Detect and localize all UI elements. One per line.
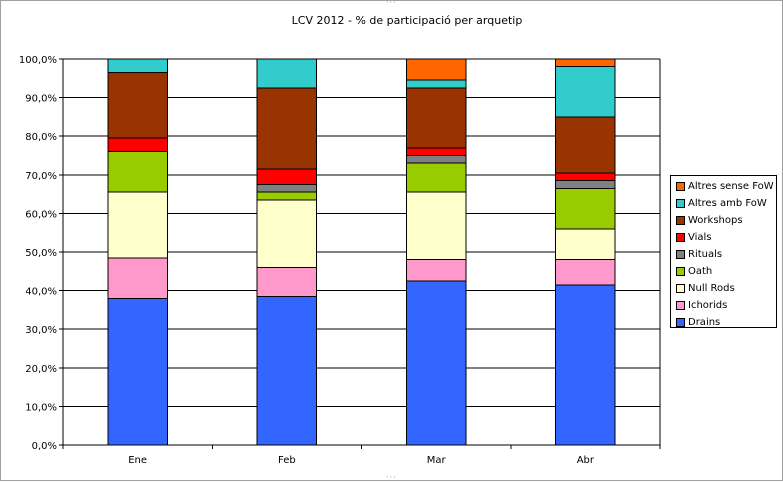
y-tick-label: 60,0% bbox=[25, 209, 57, 220]
legend-swatch bbox=[676, 284, 685, 293]
x-tick-label: Abr bbox=[577, 455, 595, 466]
bar-segment-rituals bbox=[256, 183, 318, 193]
bar-segment-vials bbox=[256, 168, 318, 185]
legend-label: Rituals bbox=[688, 249, 723, 260]
bar-segment-rituals bbox=[405, 155, 467, 164]
y-tick-label: 100,0% bbox=[19, 55, 57, 66]
legend-swatch bbox=[676, 233, 685, 242]
bar-segment-workshops bbox=[256, 87, 318, 170]
legend-label: Altres amb FoW bbox=[688, 198, 767, 209]
legend-item: Rituals bbox=[676, 246, 776, 263]
legend-label: Vials bbox=[688, 232, 712, 243]
bar-segment-null-rods bbox=[256, 199, 318, 268]
bar-segment-vials bbox=[405, 147, 467, 156]
y-tick-label: 80,0% bbox=[25, 132, 57, 143]
bar-segment-altres-amb-fow bbox=[405, 79, 467, 89]
bar-segment-drains bbox=[107, 297, 168, 446]
legend-swatch bbox=[676, 301, 685, 310]
y-tick-label: 0,0% bbox=[32, 441, 57, 452]
bar-segment-ichorids bbox=[405, 259, 467, 282]
bar-segment-drains bbox=[256, 295, 318, 446]
resize-handle-top[interactable]: ··· bbox=[386, 0, 397, 7]
bar-segment-vials bbox=[107, 137, 168, 153]
legend-swatch bbox=[676, 182, 685, 191]
bar-segment-altres-amb-fow bbox=[555, 66, 616, 118]
x-tick-label: Mar bbox=[427, 455, 447, 466]
bar-segment-oath bbox=[555, 187, 616, 230]
legend-swatch bbox=[676, 318, 685, 327]
bar-segment-null-rods bbox=[107, 191, 168, 259]
bar-segment-rituals bbox=[555, 180, 616, 189]
chart-title: LCV 2012 - % de participació per arqueti… bbox=[292, 14, 523, 27]
bar-segment-ichorids bbox=[555, 259, 616, 286]
legend-item: Drains bbox=[676, 314, 776, 331]
bar-segment-altres-amb-fow bbox=[256, 58, 318, 89]
bar-segment-workshops bbox=[107, 72, 168, 139]
bar-segment-altres-sense-fow bbox=[555, 58, 616, 68]
bar-segment-oath bbox=[405, 162, 467, 193]
bar-segment-ichorids bbox=[256, 266, 318, 297]
x-tick-label: Ene bbox=[128, 455, 147, 466]
legend-item: Altres amb FoW bbox=[676, 195, 776, 212]
y-tick-label: 90,0% bbox=[25, 94, 57, 105]
legend-label: Altres sense FoW bbox=[688, 181, 774, 192]
legend: Altres sense FoW Altres amb FoW Workshops V… bbox=[670, 175, 777, 328]
legend-item: Workshops bbox=[676, 212, 776, 229]
legend-label: Drains bbox=[688, 317, 721, 328]
bar-segment-workshops bbox=[555, 116, 616, 174]
legend-item: Vials bbox=[676, 229, 776, 246]
legend-swatch bbox=[676, 250, 685, 259]
bar-segment-altres-amb-fow bbox=[107, 58, 168, 74]
legend-item: Ichorids bbox=[676, 297, 776, 314]
bar-segment-drains bbox=[405, 280, 467, 446]
y-tick-label: 70,0% bbox=[25, 171, 57, 182]
x-tick-label: Feb bbox=[278, 455, 296, 466]
legend-item: Oath bbox=[676, 263, 776, 280]
bar-segment-drains bbox=[555, 284, 616, 446]
axes: 0,0% 10,0% 20,0% 30,0% 40,0% 50,0% 60,0% 70,0% 8… bbox=[19, 55, 661, 466]
y-tick-label: 50,0% bbox=[25, 248, 57, 259]
legend-label: Null Rods bbox=[688, 283, 735, 294]
bar-segment-null-rods bbox=[555, 228, 616, 261]
legend-label: Workshops bbox=[688, 215, 743, 226]
bar-segment-vials bbox=[555, 172, 616, 182]
bar-segment-workshops bbox=[405, 87, 467, 149]
bar-segment-oath bbox=[107, 151, 168, 193]
y-tick-label: 40,0% bbox=[25, 287, 57, 298]
legend-swatch bbox=[676, 216, 685, 225]
legend-item: Altres sense FoW bbox=[676, 178, 776, 195]
y-tick-label: 10,0% bbox=[25, 402, 57, 413]
legend-item: Null Rods bbox=[676, 280, 776, 297]
bar-segment-null-rods bbox=[405, 191, 467, 261]
bar-segment-oath bbox=[256, 191, 318, 201]
y-tick-label: 20,0% bbox=[25, 364, 57, 375]
resize-handle-bottom[interactable]: ··· bbox=[386, 473, 397, 482]
legend-swatch bbox=[676, 267, 685, 276]
bars bbox=[107, 58, 616, 446]
y-tick-label: 30,0% bbox=[25, 325, 57, 336]
bar-segment-ichorids bbox=[107, 257, 168, 299]
legend-label: Oath bbox=[688, 266, 713, 277]
legend-label: Ichorids bbox=[688, 300, 728, 311]
bar-segment-altres-sense-fow bbox=[405, 58, 467, 81]
legend-swatch bbox=[676, 199, 685, 208]
